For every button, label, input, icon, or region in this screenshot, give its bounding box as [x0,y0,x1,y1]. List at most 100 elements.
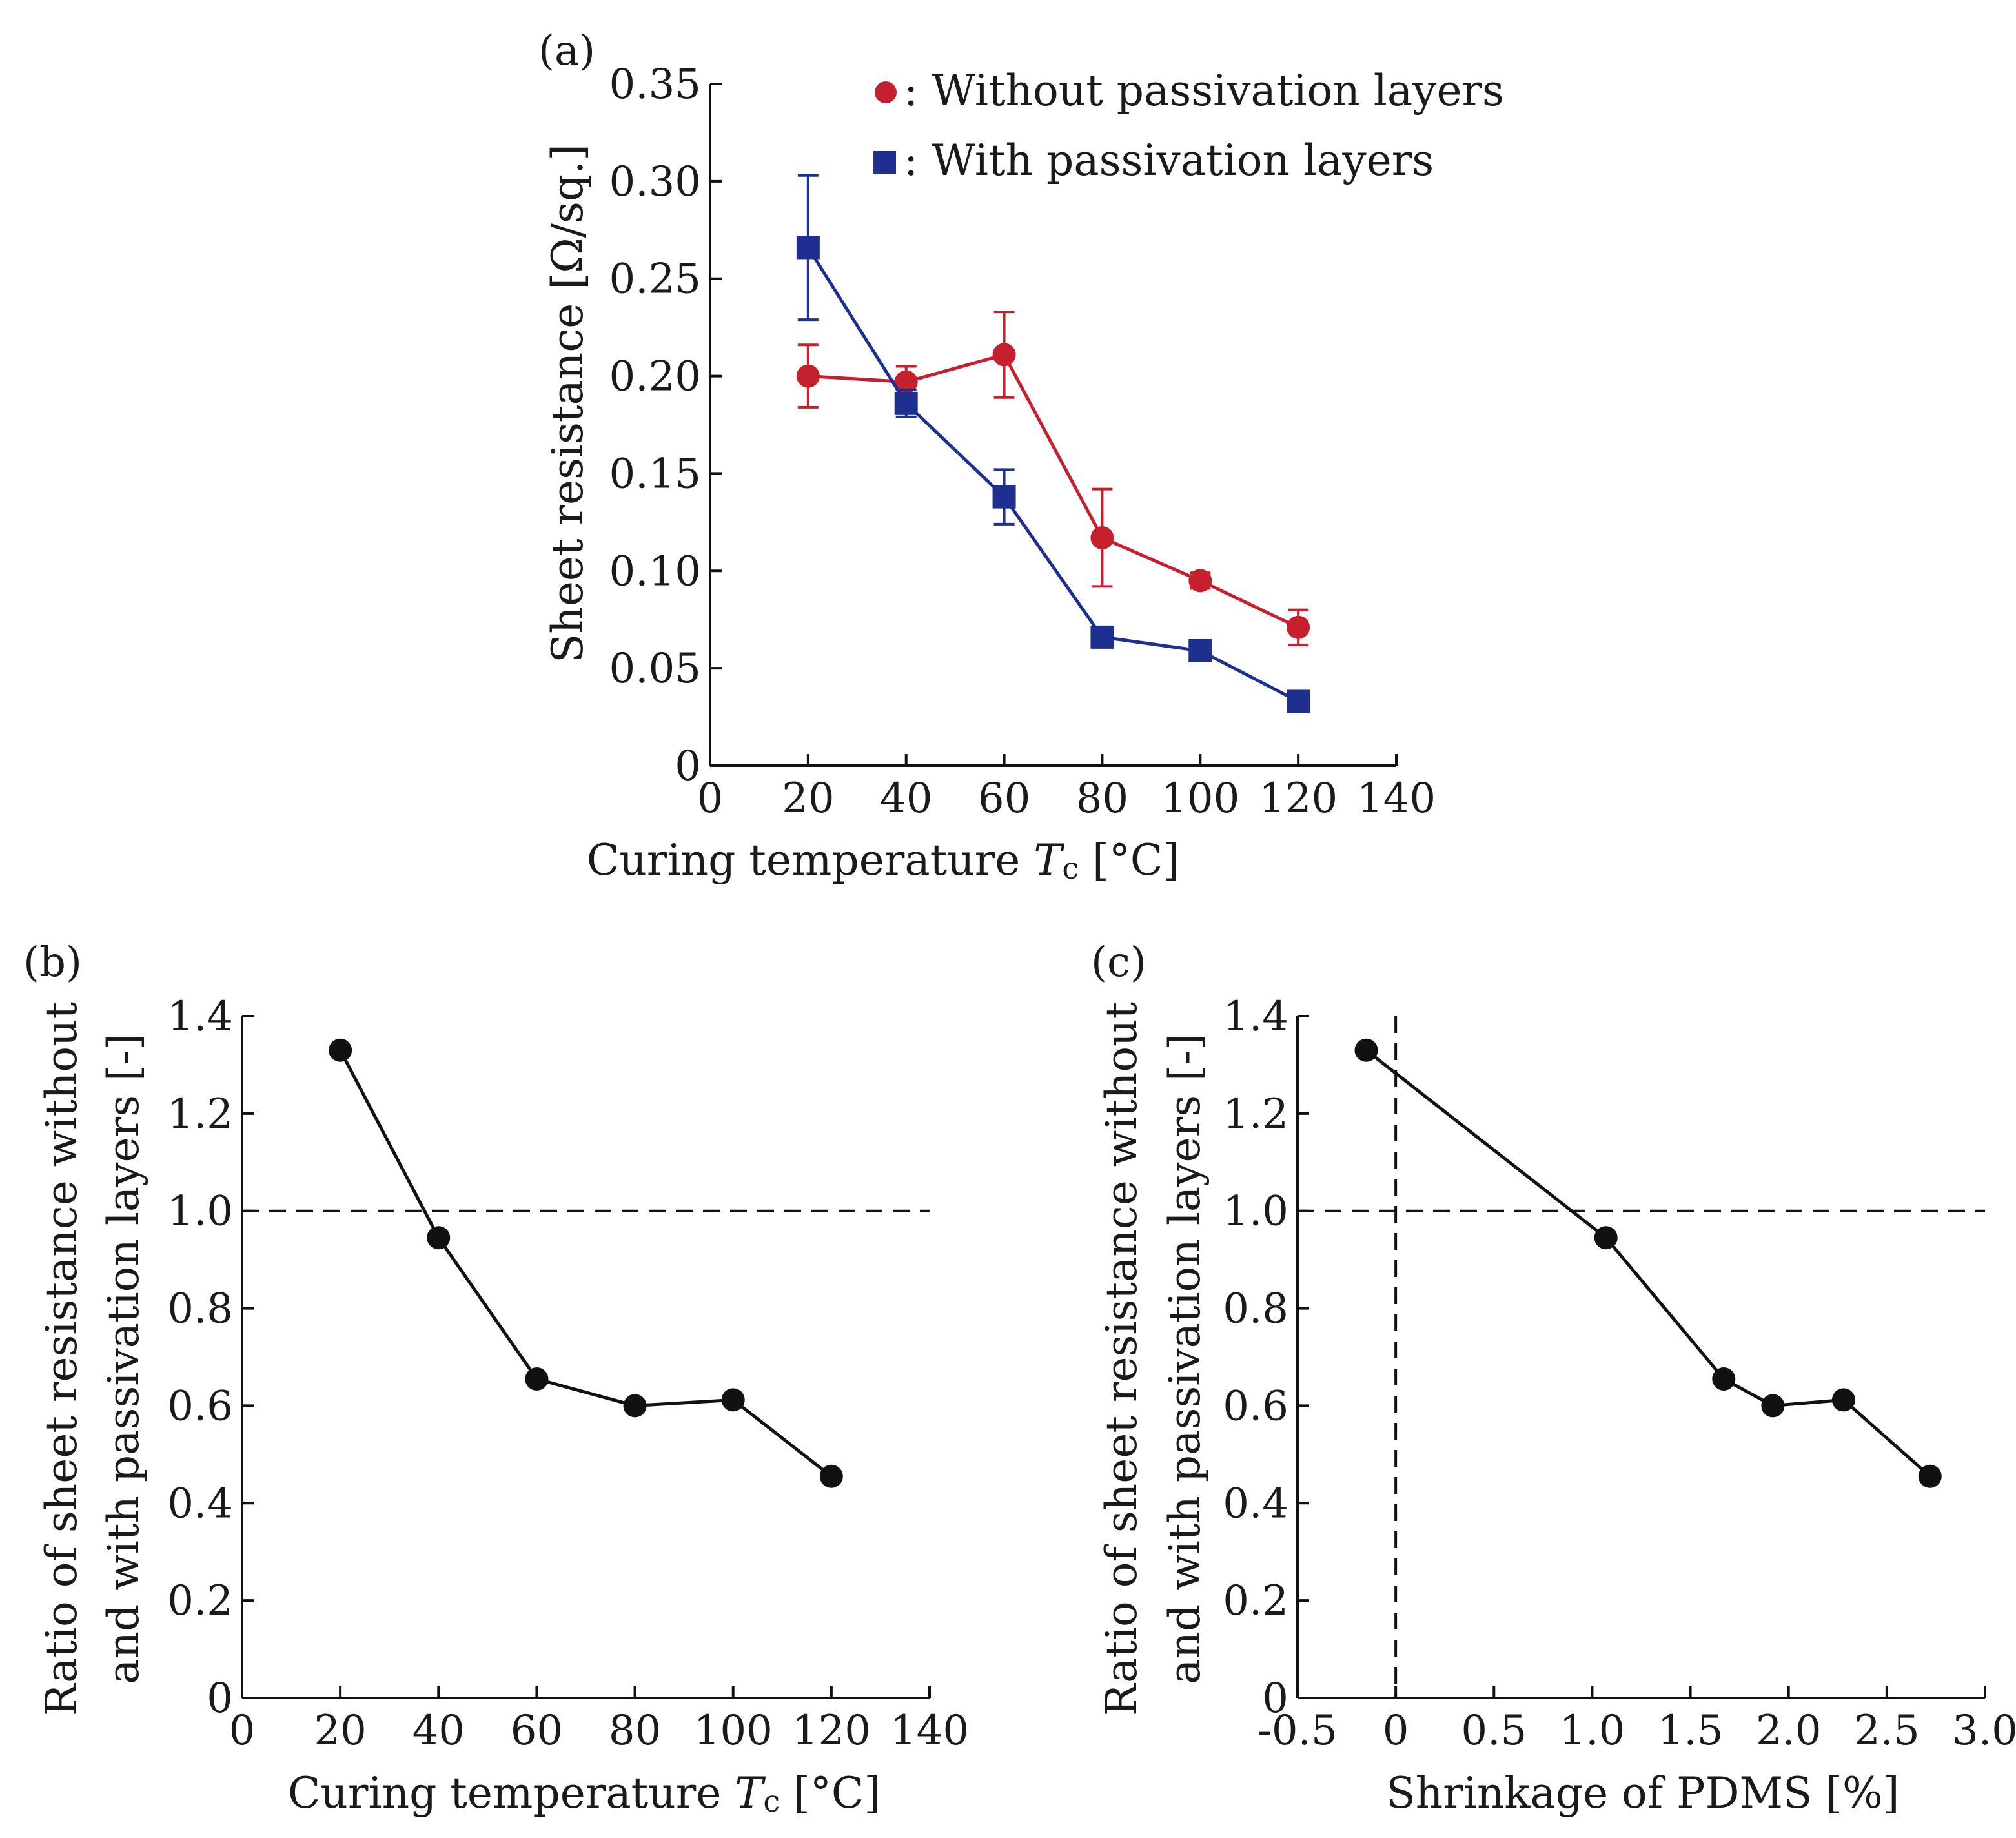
c-y-tick-label: 0.6 [1223,1382,1288,1430]
c-x-tick-label: 1.0 [1560,1707,1625,1755]
a-y-tick-label: 0.20 [609,353,702,401]
c-x-tick-label: -0.5 [1257,1707,1337,1755]
c-series-line [1365,1048,1931,1478]
panel-a-y-tick-labels: 0 0.05 0.10 0.15 0.20 0.25 0.30 0.35 [609,61,702,790]
b-x-tick-label: 80 [609,1707,661,1755]
panel-b: (b) 0 20 40 60 80 100 120 140 0 0.2 0.4 0.6 0.8 1.0 1… [23,939,969,1819]
c-y-tick-label: 0.2 [1223,1577,1288,1625]
legend-marker-without [875,81,897,103]
b-data-point [623,1394,647,1418]
a-x-tick-label: 60 [978,775,1030,822]
panel-c-label: (c) [1091,939,1146,986]
data-point-without [1090,526,1114,549]
b-x-tick-label: 40 [412,1707,465,1755]
b-data-point [427,1226,451,1250]
b-x-tick-label: 140 [890,1707,969,1755]
c-y-tick-label: 1.4 [1223,993,1288,1041]
b-x-tick-label: 120 [792,1707,871,1755]
data-point-without [1188,569,1212,593]
c-y-tick-label: 0 [1262,1675,1288,1722]
c-data-point [1594,1226,1618,1250]
a-x-tick-label: 0 [697,775,724,822]
b-y-tick-label: 1.4 [167,993,233,1041]
panel-b-series [329,1038,843,1488]
data-point-without [796,364,820,388]
c-data-point [1918,1464,1942,1488]
c-x-tick-label: 1.5 [1658,1707,1724,1755]
c-data-point [1712,1367,1736,1391]
data-point-with [1090,625,1114,649]
series-line-with [806,247,1299,703]
c-y-tick-label: 1.0 [1223,1188,1288,1236]
a-y-tick-label: 0.35 [609,61,702,108]
b-data-point [525,1367,549,1391]
a-y-tick-label: 0.05 [609,645,702,693]
a-y-tick-label: 0.10 [609,547,702,595]
b-y-tick-label: 0.8 [167,1285,233,1333]
legend-label-without: : Without passivation layers [904,66,1504,116]
legend-marker-with [873,151,896,174]
a-x-tick-label: 20 [782,775,834,822]
data-point-with [1287,689,1310,713]
panel-b-y-tick-labels: 0 0.2 0.4 0.6 0.8 1.0 1.2 1.4 [167,993,233,1722]
b-y-tick-label: 0.4 [167,1480,233,1527]
b-x-tick-label: 100 [694,1707,773,1755]
c-data-point [1761,1394,1785,1418]
b-y-tick-label: 0.6 [167,1382,233,1430]
panel-a: (a) 0 20 40 60 80 100 120 140 0 0.05 0.10 0.15 0.20… [538,27,1504,886]
c-x-tick-label: 2.0 [1756,1707,1822,1755]
data-point-without [992,343,1016,367]
panel-b-x-axis-label: Curing temperature Tc [°C] [288,1768,881,1819]
b-data-point [329,1038,352,1062]
panel-c: (c) -0.5 0 0.5 1.0 1.5 2.0 2.5 3.0 00.20.40.60.… [1091,939,2016,1818]
c-data-point [1831,1388,1855,1412]
panel-a-x-tick-labels: 0 20 40 60 80 100 120 140 [697,775,1436,822]
b-x-tick-label: 0 [229,1707,256,1755]
b-x-tick-label: 20 [314,1707,366,1755]
a-y-tick-label: 0.25 [609,256,702,303]
b-x-tick-label: 60 [511,1707,563,1755]
panel-a-legend: : Without passivation layers : With pass… [873,66,1504,185]
a-y-tick-label: 0.15 [609,450,702,498]
panel-a-y-axis-label: Sheet resistance [Ω/sq.] [543,144,593,663]
panel-a-label: (a) [538,27,595,75]
c-x-tick-label: 0.5 [1461,1707,1527,1755]
data-point-without [1287,615,1310,639]
panel-b-y-axis-label-line1: Ratio of sheet resistance without [37,1002,87,1716]
b-data-point [721,1388,745,1412]
data-point-without [894,370,918,394]
b-y-tick-label: 0.2 [167,1577,233,1625]
data-point-with [992,485,1016,509]
data-point-with [1188,638,1212,662]
data-point-with [796,236,820,260]
panel-b-y-axis-label-line2: and with passivation layers [-] [99,1034,148,1684]
c-y-tick-label: 1.2 [1223,1090,1288,1138]
c-data-point [1354,1038,1378,1062]
a-x-tick-label: 100 [1161,775,1239,822]
panel-c-x-tick-labels: -0.5 0 0.5 1.0 1.5 2.0 2.5 3.0 [1257,1707,2016,1755]
panel-b-x-tick-labels: 0 20 40 60 80 100 120 140 [229,1707,969,1755]
a-y-tick-label: 0 [675,742,701,790]
a-x-tick-label: 80 [1076,775,1128,822]
a-x-tick-label: 120 [1259,775,1338,822]
c-x-tick-label: 0 [1383,1707,1409,1755]
b-y-tick-label: 0 [207,1675,233,1722]
legend-label-with: : With passivation layers [904,136,1434,185]
a-x-tick-label: 140 [1357,775,1436,822]
panel-c-y-axis-label-line2: and with passivation layers [-] [1160,1034,1210,1684]
data-point-with [894,391,918,415]
c-x-tick-label: 3.0 [1952,1707,2016,1755]
series-line-without [808,352,1299,629]
panel-c-series [1354,1038,1942,1488]
c-x-tick-label: 2.5 [1854,1707,1920,1755]
panel-a-axes [709,83,1398,767]
panel-c-y-tick-labels: 0 0.2 0.4 0.6 0.8 1.0 1.2 1.4 [1223,993,1288,1722]
a-x-tick-label: 40 [880,775,932,822]
panel-a-x-axis-label: Curing temperature Tc [°C] [587,835,1179,886]
panel-c-x-axis-label: Shrinkage of PDMS [%] [1387,1768,1900,1818]
panel-c-y-axis-label-line1: Ratio of sheet resistance without [1097,1002,1146,1716]
b-y-tick-label: 1.2 [167,1090,233,1138]
b-data-point [819,1464,843,1488]
panel-a-series [796,174,1310,713]
